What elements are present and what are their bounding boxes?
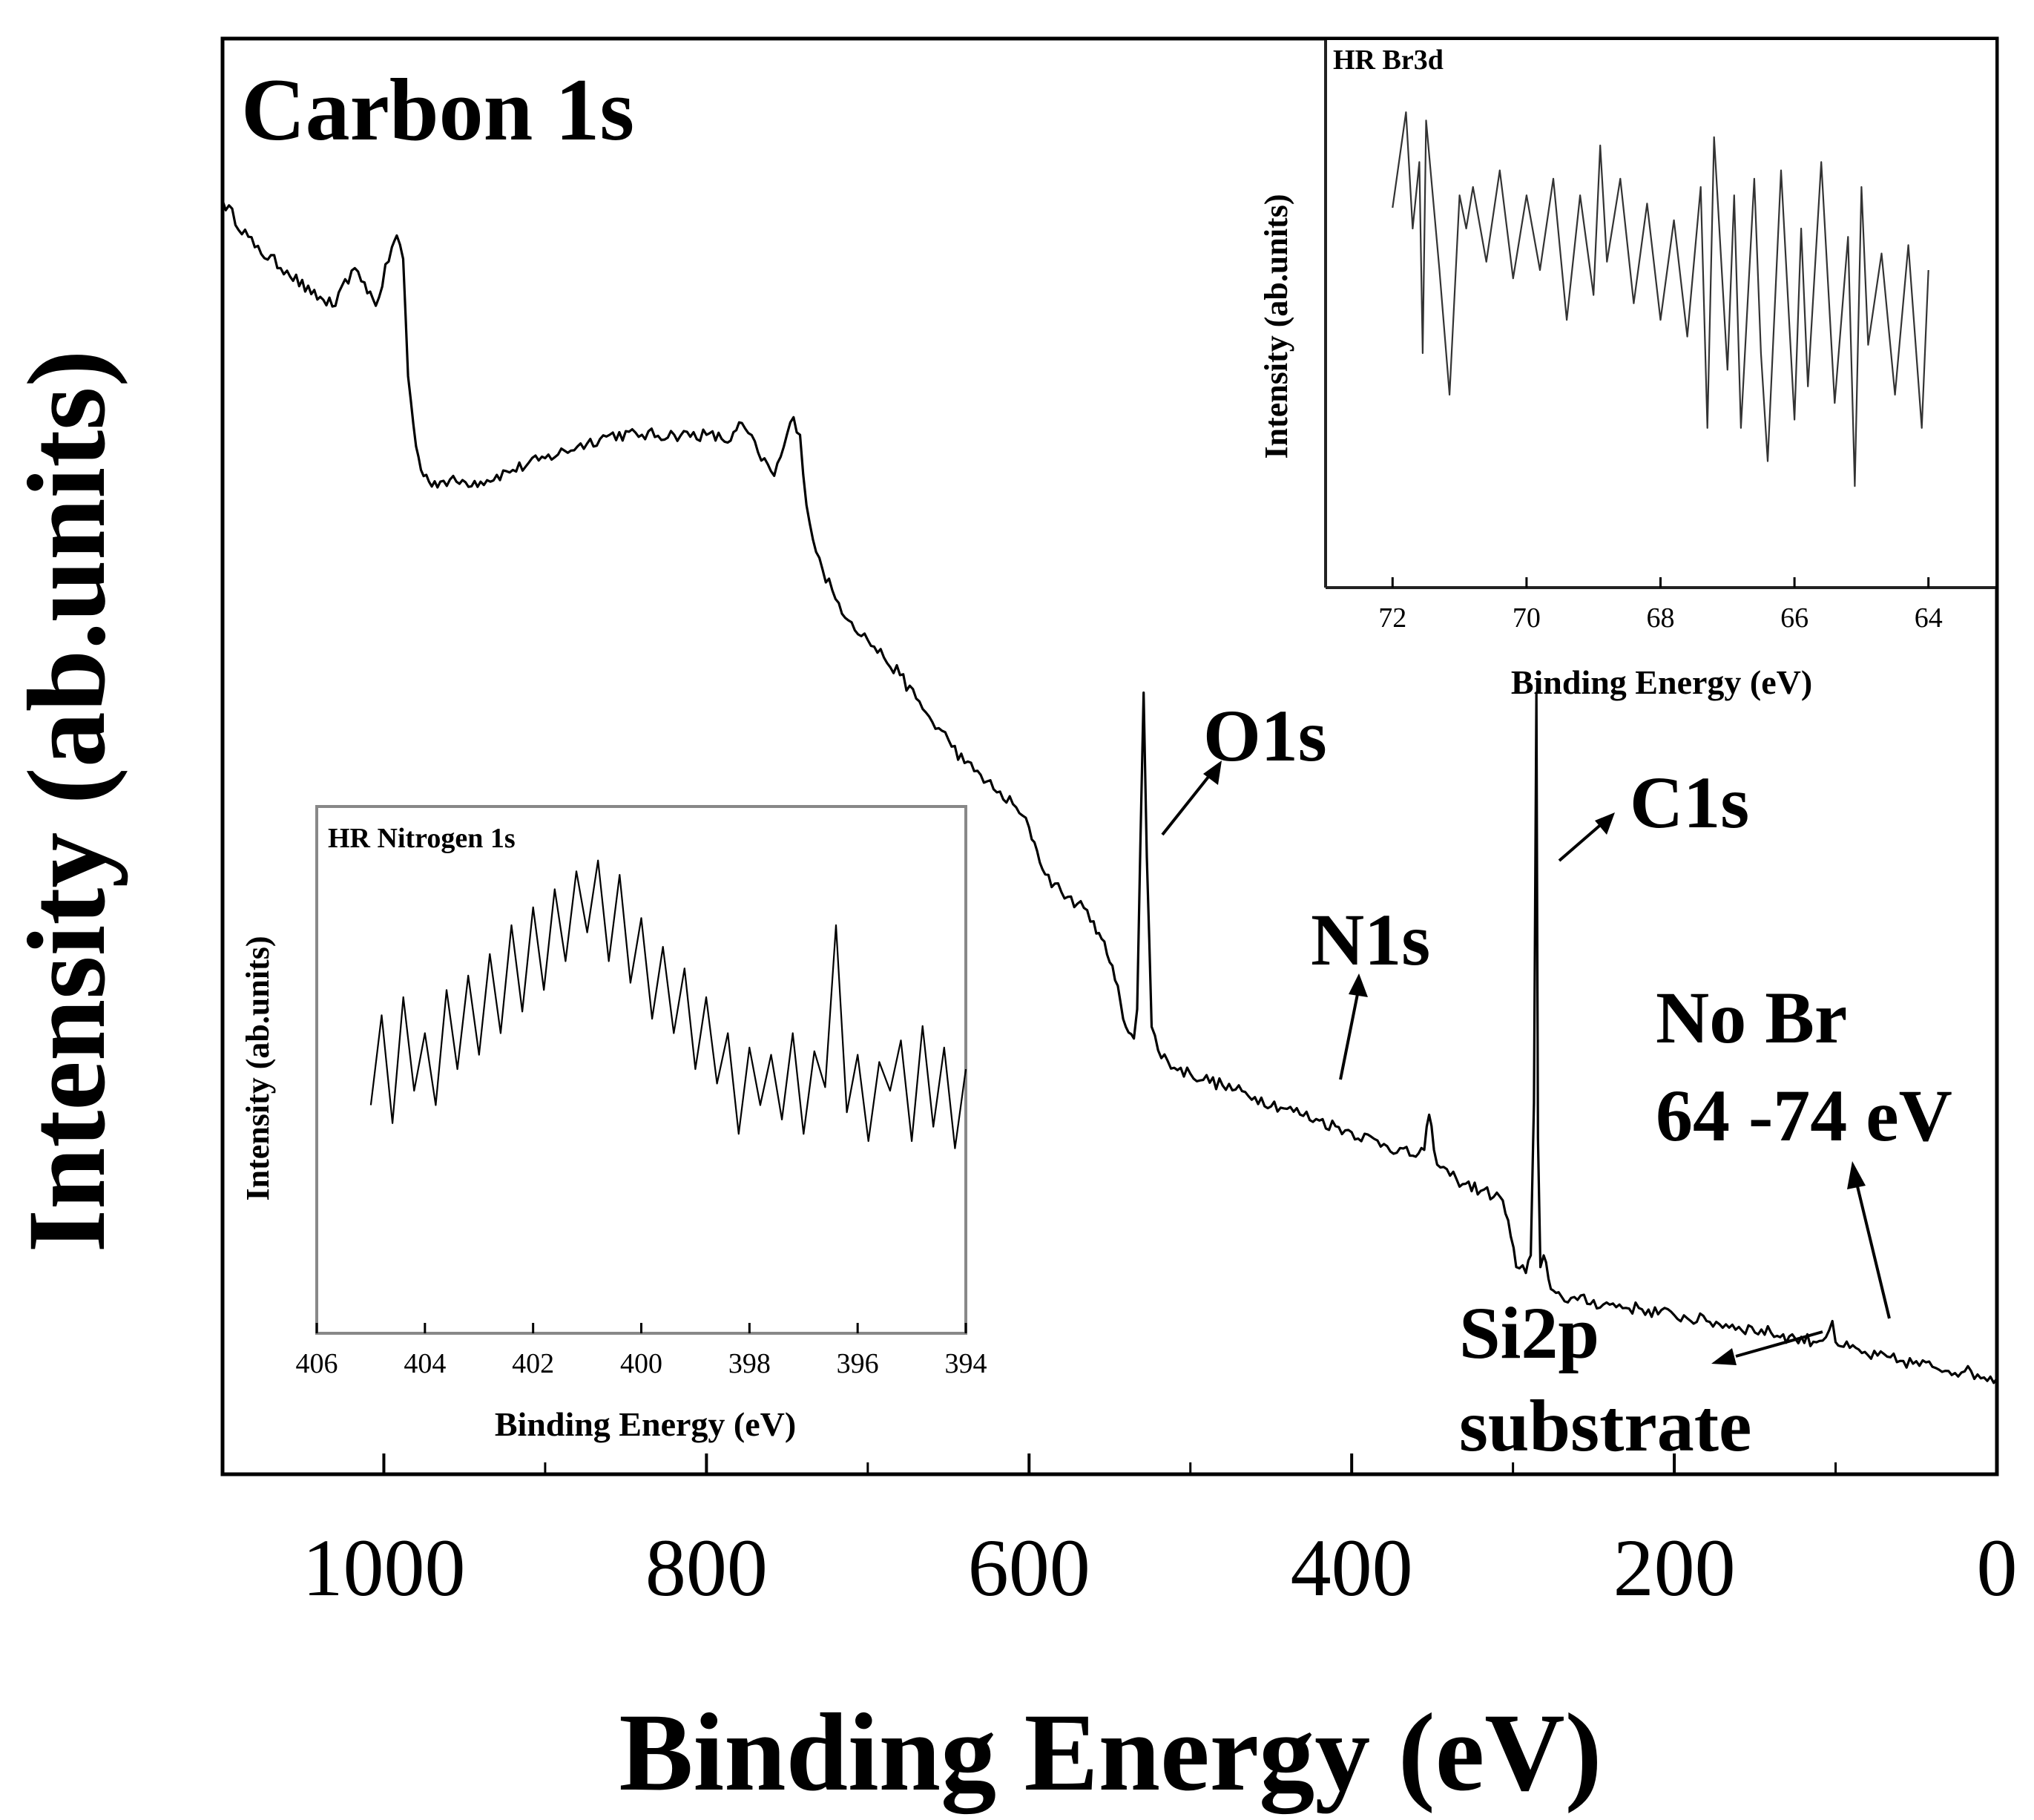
main-x-tick-label: 600 <box>968 1522 1090 1613</box>
inset-n1s-series-line <box>369 859 967 1149</box>
inset-n1s-title: HR Nitrogen 1s <box>328 823 516 854</box>
annotation-no-br-line2: 64 -74 eV <box>1656 1074 1952 1157</box>
main-x-tick-label: 0 <box>1977 1522 2018 1613</box>
main-x-tick-label: 200 <box>1613 1522 1736 1613</box>
annotation-no-br-arrow <box>1855 1183 1891 1319</box>
annotation-si2p-arrowhead <box>1711 1348 1737 1365</box>
inset-n1s-series-group <box>369 859 967 1149</box>
inset-br3d-y-axis-label: Intensity (ab.units) <box>1258 194 1294 459</box>
inset-br3d-series-line <box>1392 111 1929 487</box>
inset-n1s-y-axis-label: Intensity (ab.units) <box>240 936 276 1201</box>
inset-br3d-x-axis-label: Binding Energy (eV) <box>1511 663 1812 701</box>
inset-br3d-plot: 72 70 68 66 64 HR Br3d Binding Energy (eV) I… <box>1258 40 1995 701</box>
annotation-no-br-arrowhead <box>1847 1161 1866 1189</box>
main-title: Carbon 1s <box>241 60 634 159</box>
inset-n1s-x-tick-label: 402 <box>512 1348 554 1379</box>
inset-br3d-title: HR Br3d <box>1333 45 1444 76</box>
main-x-tick-label: 1000 <box>302 1522 465 1613</box>
annotation-si2p-line1: Si2p <box>1459 1292 1599 1374</box>
main-plot: 1000 800 600 400 200 0 Carbon 1s Binding Ener… <box>5 36 2018 1814</box>
annotation-c1s-arrowhead <box>1595 812 1615 835</box>
inset-n1s-x-tick-label: 394 <box>945 1348 987 1379</box>
inset-n1s-x-tick-label: 406 <box>296 1348 338 1379</box>
annotation-o1s-arrow <box>1161 768 1216 836</box>
annotation-n1s-arrowhead <box>1349 973 1368 997</box>
main-y-axis-label: Intensity (ab.units) <box>5 350 128 1253</box>
annotation-c1s: C1s <box>1630 761 1749 844</box>
annotation-si2p-arrow <box>1735 1330 1823 1358</box>
annotation-no-br-line1: No Br <box>1656 976 1847 1059</box>
inset-n1s-plot: 406 404 402 400 398 396 394 HR Nitrogen 1s Bin… <box>240 805 987 1443</box>
inset-br3d-x-tick-label: 66 <box>1780 602 1808 634</box>
main-series-line <box>221 200 1998 1384</box>
annotation-n1s: N1s <box>1311 898 1430 981</box>
main-x-tick-label: 800 <box>645 1522 768 1613</box>
inset-br3d-series-group <box>1392 111 1929 487</box>
annotation-n1s-arrow <box>1339 993 1359 1080</box>
annotation-si2p-line2: substrate <box>1459 1384 1751 1467</box>
annotation-c1s-arrow <box>1558 821 1605 862</box>
inset-n1s-x-tick-label: 396 <box>837 1348 879 1379</box>
inset-n1s-x-tick-label: 398 <box>728 1348 771 1379</box>
annotation-o1s-arrowhead <box>1203 760 1222 785</box>
inset-n1s-x-tick-label: 400 <box>620 1348 662 1379</box>
inset-br3d-x-tick-label: 70 <box>1513 602 1541 634</box>
inset-br3d-x-tick-label: 72 <box>1378 602 1406 634</box>
inset-br3d-x-tick-label: 68 <box>1647 602 1675 634</box>
annotation-o1s: O1s <box>1203 694 1327 777</box>
main-plot-frame <box>220 36 1999 1476</box>
inset-br3d-x-ticks: 72 70 68 66 64 <box>1378 577 1943 634</box>
main-x-axis-label: Binding Energy (eV) <box>619 1691 1602 1814</box>
inset-n1s-x-axis-label: Binding Energy (eV) <box>495 1405 796 1443</box>
inset-br3d-x-tick-label: 64 <box>1915 602 1943 634</box>
inset-n1s-x-tick-label: 404 <box>404 1348 446 1379</box>
inset-n1s-frame <box>315 805 967 1335</box>
inset-n1s-x-ticks: 406 404 402 400 398 396 394 <box>296 1323 987 1379</box>
main-x-ticks: 1000 800 600 400 200 0 <box>221 1453 2018 1613</box>
main-x-tick-label: 400 <box>1291 1522 1413 1613</box>
main-series-group <box>221 200 1998 1384</box>
